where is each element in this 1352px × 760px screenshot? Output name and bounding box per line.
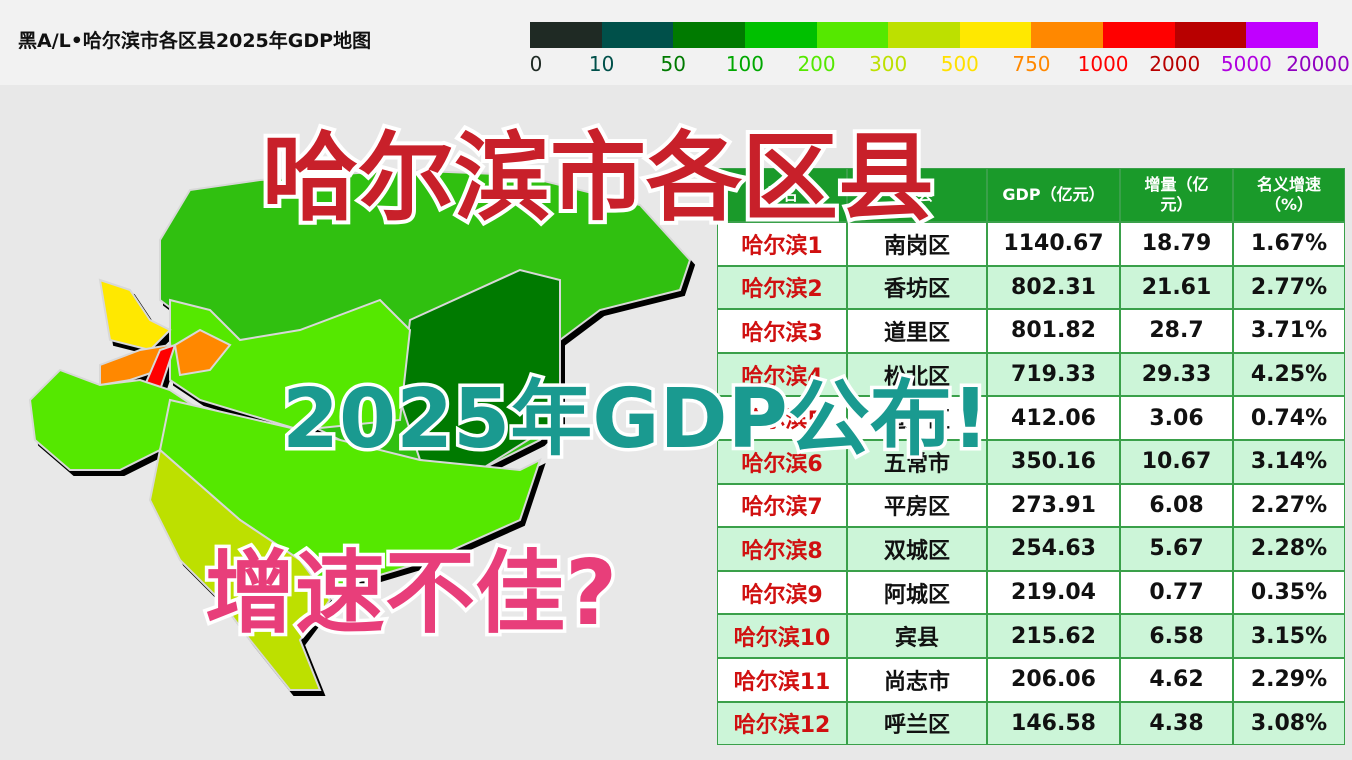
table-cell: 哈尔滨12	[717, 701, 847, 746]
map-title: 黑A/L•哈尔滨市各区县2025年GDP地图	[18, 30, 372, 52]
table-cell: 哈尔滨7	[717, 483, 847, 528]
legend-label: 10	[588, 52, 615, 76]
subheadline: 2025年GDP公布!	[278, 369, 992, 471]
table-cell: 松北区	[847, 352, 987, 397]
legend-label: 50	[660, 52, 686, 76]
table-header: 名义增速（%）	[1233, 168, 1345, 222]
table-cell: 350.16	[987, 440, 1120, 484]
table-cell: 哈尔滨4	[717, 352, 847, 397]
headline: 哈尔滨市各区县	[258, 118, 938, 238]
table-cell: 206.06	[987, 658, 1120, 702]
table-cell: 尚志市	[847, 658, 987, 702]
table-cell: 6.58	[1120, 614, 1233, 658]
legend-swatch	[816, 22, 889, 48]
legend-label: 500	[940, 52, 979, 76]
table-cell: 146.58	[987, 701, 1120, 746]
table-cell: 阿城区	[847, 570, 987, 615]
legend-swatch	[959, 22, 1032, 48]
table-cell: 哈尔滨10	[717, 614, 847, 658]
map	[28, 168, 692, 691]
question: 增速不佳?	[201, 538, 620, 650]
table-cell: 双城区	[847, 527, 987, 571]
table-cell: 801.82	[987, 309, 1120, 353]
table-cell: 3.71%	[1233, 309, 1345, 353]
table-cell: 宾县	[847, 614, 987, 658]
table-cell: 2.77%	[1233, 265, 1345, 310]
table-cell: 哈尔滨11	[717, 658, 847, 702]
table-cell: 254.63	[987, 527, 1120, 571]
table-cell: 3.08%	[1233, 701, 1345, 746]
legend-swatch	[1174, 22, 1247, 48]
table-cell: 哈尔滨3	[717, 309, 847, 353]
table-cell: 道里区	[847, 309, 987, 353]
table-cell: 3.06	[1120, 396, 1233, 440]
legend-label: 20000	[1286, 52, 1350, 76]
table-cell: 2.27%	[1233, 483, 1345, 528]
legend-swatch	[1246, 22, 1318, 48]
legend-label: 1000	[1077, 52, 1129, 76]
table-cell: 哈尔滨8	[717, 527, 847, 571]
legend-label: 5000	[1220, 52, 1272, 76]
table-cell: 哈尔滨6	[717, 440, 847, 484]
table-cell: 3.14%	[1233, 440, 1345, 484]
table-cell: 1140.67	[987, 222, 1120, 266]
table-cell: 802.31	[987, 265, 1120, 310]
legend-swatch	[530, 22, 602, 48]
table-cell: 6.08	[1120, 483, 1233, 528]
table-cell: 10.67	[1120, 440, 1233, 484]
table-header: GDP（亿元）	[987, 168, 1120, 222]
table-cell: 28.7	[1120, 309, 1233, 353]
table-cell: 五常市	[847, 440, 987, 484]
table-cell: 香坊区	[847, 265, 987, 310]
table-cell: 道外区	[847, 396, 987, 440]
legend-swatch	[1103, 22, 1175, 48]
table-cell: 哈尔滨5	[717, 396, 847, 440]
table-cell: 29.33	[1120, 352, 1233, 397]
legend-label: 300	[869, 52, 908, 76]
table-header: 排名	[717, 168, 847, 222]
legend-swatch	[744, 22, 817, 48]
table-cell: 南岗区	[847, 222, 987, 266]
table-cell: 215.62	[987, 614, 1120, 658]
table-cell: 哈尔滨1	[717, 222, 847, 266]
table-cell: 273.91	[987, 483, 1120, 528]
legend-label: 2000	[1149, 52, 1201, 76]
table-cell: 平房区	[847, 483, 987, 528]
table-cell: 219.04	[987, 570, 1120, 615]
table-cell: 4.38	[1120, 701, 1233, 746]
table-cell: 412.06	[987, 396, 1120, 440]
table-cell: 1.67%	[1233, 222, 1345, 266]
table-cell: 4.25%	[1233, 352, 1345, 397]
table-cell: 0.74%	[1233, 396, 1345, 440]
table-cell: 18.79	[1120, 222, 1233, 266]
table-cell: 哈尔滨9	[717, 570, 847, 615]
legend-label: 0	[529, 52, 543, 76]
table-cell: 2.29%	[1233, 658, 1345, 702]
legend-swatch	[673, 22, 745, 48]
table-header: 增量（亿元）	[1120, 168, 1233, 222]
legend-label: 100	[725, 52, 764, 76]
legend-swatch	[601, 22, 674, 48]
legend-swatch	[1031, 22, 1104, 48]
table-cell: 5.67	[1120, 527, 1233, 571]
table-cell: 719.33	[987, 352, 1120, 397]
table-cell: 4.62	[1120, 658, 1233, 702]
table-cell: 0.35%	[1233, 570, 1345, 615]
legend-label: 200	[797, 52, 836, 76]
table-cell: 3.15%	[1233, 614, 1345, 658]
legend-swatch	[888, 22, 960, 48]
table-cell: 2.28%	[1233, 527, 1345, 571]
legend-label: 750	[1012, 52, 1051, 76]
table-cell: 0.77	[1120, 570, 1233, 615]
table-cell: 哈尔滨2	[717, 265, 847, 310]
table-header: 区县	[847, 168, 987, 222]
table-cell: 21.61	[1120, 265, 1233, 310]
table-cell: 呼兰区	[847, 701, 987, 746]
